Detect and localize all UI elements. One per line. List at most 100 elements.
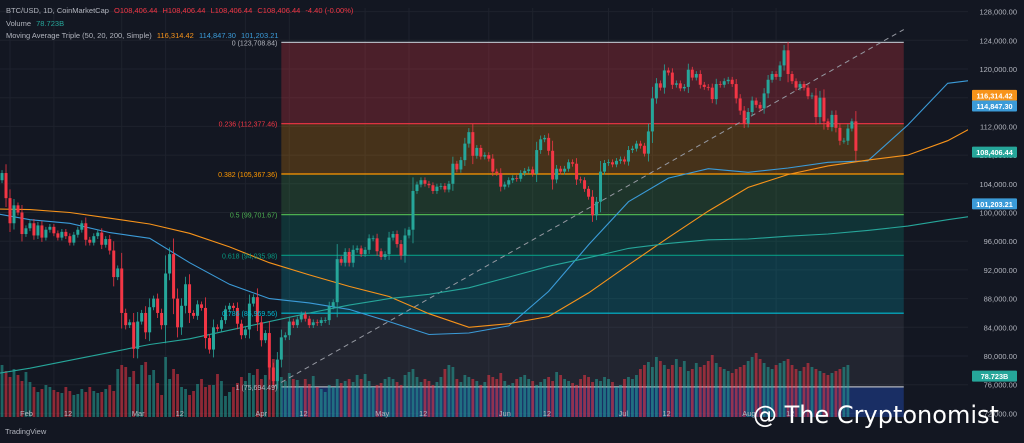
trendline-segment[interactable] — [273, 29, 905, 388]
time-tick-label: Mar — [132, 409, 145, 418]
price-badge — [972, 198, 1017, 210]
candle-body — [395, 234, 399, 245]
volume-bar — [160, 395, 164, 417]
volume-bar — [631, 379, 634, 417]
candle-body — [718, 84, 722, 85]
volume-bar — [722, 369, 726, 417]
volume-bar — [279, 377, 283, 417]
volume-legend[interactable]: Volume 78.723B — [6, 19, 67, 28]
volume-bar — [555, 372, 559, 417]
time-axis[interactable]: Feb 12 Mar 12 Apr 12 May 12 Jun 12 Jul 12 Aug 12 — [0, 409, 968, 443]
volume-bar — [359, 379, 363, 417]
volume-bar — [451, 367, 455, 417]
volume-bar — [128, 377, 132, 417]
volume-bar — [164, 357, 168, 417]
volume-bar — [603, 377, 606, 417]
volume-bar — [587, 377, 590, 417]
candle-body — [411, 190, 415, 230]
candle-body — [219, 320, 223, 329]
candle-body — [571, 162, 575, 164]
volume-bar — [212, 385, 215, 417]
fib-zone — [281, 123, 904, 174]
candle-body — [842, 140, 846, 142]
candle-body — [730, 79, 734, 85]
candle-body — [854, 121, 858, 151]
candle-body — [251, 297, 255, 304]
candle-body — [359, 248, 363, 255]
volume-bar — [299, 387, 303, 417]
candle-body — [674, 83, 678, 85]
volume-bar — [770, 369, 774, 417]
volume-bar — [232, 387, 235, 417]
volume-bar — [635, 375, 638, 417]
candle-body — [603, 162, 607, 172]
symbol-legend[interactable]: BTC/USD, 1D, CoinMarketCap O108,406.44 H… — [6, 6, 356, 15]
candle-body — [176, 298, 180, 328]
price-tick-label: 80,000.00 — [984, 352, 1017, 361]
candle-body — [447, 183, 451, 190]
volume-bar — [535, 385, 539, 417]
candle-body — [48, 226, 52, 230]
candle-body — [415, 184, 419, 191]
candle-body — [742, 110, 746, 124]
candle-body — [690, 69, 694, 78]
candle-body — [20, 212, 24, 235]
volume-bar — [523, 375, 527, 417]
volume-bar — [714, 363, 718, 417]
volume-bar — [76, 394, 80, 417]
candle-body — [471, 132, 475, 156]
candle-body — [188, 284, 192, 313]
candle-body — [686, 69, 690, 87]
candle-body — [200, 304, 204, 308]
candle-body — [722, 81, 726, 85]
candle-body — [231, 305, 235, 308]
price-tick-label: 112,000.00 — [980, 122, 1017, 131]
candle-body — [750, 100, 754, 113]
volume-bar — [403, 375, 407, 417]
fib-level-label: 0.236 (112,377.46) — [219, 122, 278, 129]
candle-body — [694, 74, 698, 78]
candle-body — [295, 319, 299, 326]
volume-bar — [834, 371, 838, 417]
candle-body — [567, 162, 571, 169]
price-tick-label: 120,000.00 — [979, 65, 1017, 74]
volume-bar — [140, 365, 144, 417]
volume-bar — [104, 389, 108, 417]
candle-body — [383, 254, 387, 257]
candle-body — [255, 297, 259, 323]
candle-body — [144, 312, 148, 333]
candle-body — [579, 179, 583, 181]
volume-bar — [84, 392, 88, 417]
candle-body — [108, 239, 112, 251]
candle-body — [746, 112, 750, 124]
candle-body — [531, 169, 535, 174]
volume-bar — [615, 387, 618, 417]
candle-body — [618, 159, 622, 161]
candle-body — [419, 180, 423, 185]
trendline[interactable] — [273, 29, 905, 388]
volume-bar — [44, 385, 48, 417]
ma-legend[interactable]: Moving Average Triple (50, 20, 200, Simp… — [6, 31, 282, 40]
volume-bar — [754, 353, 758, 417]
candle-body — [431, 185, 435, 191]
tradingview-logo[interactable]: TradingView — [5, 427, 46, 436]
volume-bar — [439, 377, 443, 417]
candle-body — [355, 248, 359, 250]
volume-bar — [4, 371, 8, 417]
candle-body — [702, 84, 706, 87]
volume-bar — [674, 359, 678, 417]
volume-bar — [678, 367, 682, 417]
volume-bar — [455, 379, 459, 417]
candle-body — [347, 251, 351, 263]
volume-bar — [527, 379, 531, 417]
volume-bar — [116, 369, 120, 417]
volume-bar — [658, 361, 662, 417]
price-badge — [972, 370, 1017, 382]
candle-body — [204, 307, 208, 339]
volume-bar — [435, 382, 439, 417]
candle-body — [463, 143, 467, 161]
fibonacci-retracement[interactable] — [281, 41, 904, 417]
candle-body — [754, 100, 758, 105]
volume-bar — [611, 382, 614, 417]
